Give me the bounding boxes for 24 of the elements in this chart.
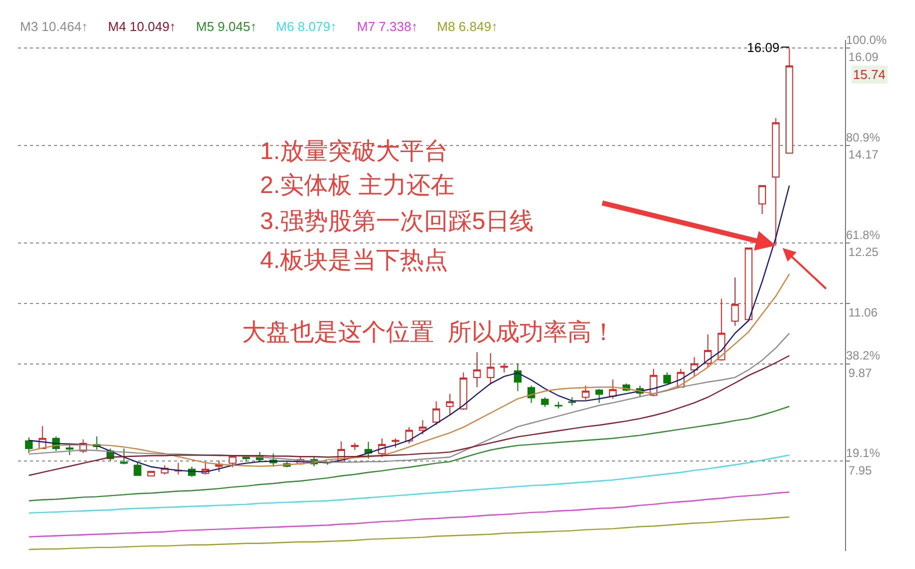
text: M3 10.464↑ [20, 19, 88, 34]
annotation: 大盘也是这个位置 所以成功率高！ [242, 319, 616, 346]
text: M7 7.338↑ [357, 19, 418, 34]
annotation: 1.放量突破大平台 [260, 138, 448, 165]
text: M4 10.049↑ [108, 19, 176, 34]
y-tick-label: 14.17 [848, 148, 879, 162]
annotation: 16.09 [747, 40, 780, 55]
text: M5 9.045↑ [196, 19, 257, 34]
annotation: 2.实体板 主力还在 [260, 172, 455, 199]
y2-tick-label: 19.1% [846, 446, 880, 460]
annotation: 3.强势股第一次回踩5日线 [260, 208, 534, 235]
y-tick-label: 12.25 [848, 245, 879, 260]
y-tick-label: 9.87 [848, 366, 872, 380]
y2-tick-label: 38.2% [846, 348, 880, 362]
y-tick-label: 7.95 [848, 463, 872, 478]
text: 15.74 [853, 67, 886, 82]
y2-tick-label: 100.0% [846, 32, 888, 47]
y-tick-label: 16.09 [848, 50, 879, 64]
y2-tick-label: 61.8% [846, 228, 880, 242]
y-tick-label: 11.06 [848, 305, 878, 320]
y2-tick-label: 80.9% [846, 130, 880, 144]
text: M6 8.079↑ [276, 19, 337, 34]
annotation: 4.板块是当下热点 [260, 247, 448, 274]
text: M8 6.849↑ [437, 19, 498, 34]
